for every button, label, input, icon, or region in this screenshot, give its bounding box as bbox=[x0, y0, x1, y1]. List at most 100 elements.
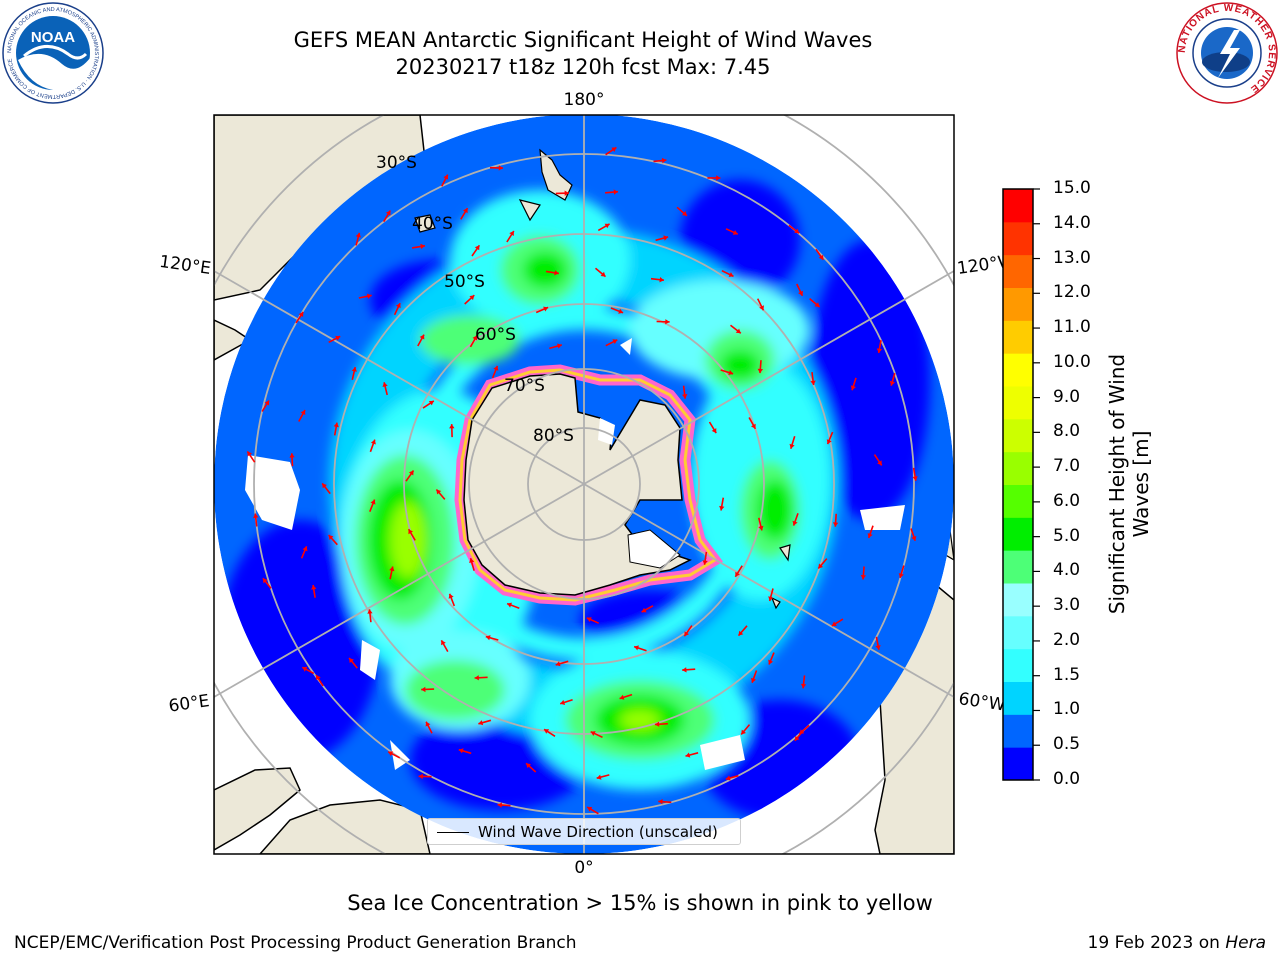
wave-direction-arrowhead bbox=[832, 522, 839, 527]
footer-date-text: 19 Feb 2023 on bbox=[1087, 933, 1220, 953]
nws-logo: NATIONAL WEATHER SERVICE bbox=[1176, 2, 1278, 104]
colorbar-swatch bbox=[1003, 615, 1033, 650]
wave-direction-arrowhead bbox=[351, 367, 357, 372]
wave-direction-arrowhead bbox=[554, 270, 559, 276]
colorbar-tick-label: 1.0 bbox=[1053, 699, 1081, 720]
colorbar-tick-label: 11.0 bbox=[1053, 317, 1091, 338]
colorbar-swatch bbox=[1003, 418, 1033, 453]
wave-direction-arrowhead bbox=[794, 228, 800, 234]
wave-direction-arrowhead bbox=[408, 529, 413, 535]
wave-direction-arrowhead bbox=[768, 596, 774, 602]
wave-direction-arrowhead bbox=[682, 667, 687, 673]
colorbar-swatch bbox=[1003, 254, 1033, 288]
wave-direction-arrowhead bbox=[474, 245, 480, 251]
wave-direction-arrowhead bbox=[719, 505, 725, 511]
wave-direction-arrowhead bbox=[596, 774, 602, 780]
legend: Wind Wave Direction (unscaled) bbox=[427, 818, 741, 845]
lat-label-40s: 40°S bbox=[412, 214, 453, 234]
wave-direction-arrowhead bbox=[735, 571, 740, 577]
wave-direction-arrowhead bbox=[716, 175, 721, 181]
wave-direction-arrowhead bbox=[349, 658, 354, 663]
wave-direction-arrowhead bbox=[526, 763, 531, 769]
wave-direction-arrowhead bbox=[685, 752, 691, 758]
wave-direction-arrowhead bbox=[469, 558, 475, 563]
wave-direction-arrowhead bbox=[818, 563, 824, 569]
wave-direction-arrowhead bbox=[385, 210, 391, 216]
wave-direction-arrowhead bbox=[590, 731, 596, 736]
wave-direction-arrowhead bbox=[298, 312, 304, 317]
footer-date: 19 Feb 2023 on Hera bbox=[1088, 933, 1266, 953]
colorbar-swatch bbox=[1003, 681, 1033, 715]
wave-direction-arrowhead bbox=[659, 277, 664, 283]
wave-direction-arrowhead bbox=[658, 799, 663, 805]
colorbar-tick-label: 5.0 bbox=[1053, 525, 1081, 546]
wave-direction-arrowhead bbox=[316, 675, 321, 681]
wave-direction-arrowhead bbox=[472, 335, 478, 341]
wave-direction-arrowhead bbox=[613, 189, 618, 195]
wave-direction-arrowhead bbox=[711, 428, 717, 434]
wave-direction-arrowhead bbox=[322, 483, 327, 489]
wave-direction-arrowhead bbox=[794, 735, 800, 741]
wave-direction-arrowhead bbox=[418, 773, 423, 780]
wave-direction-arrowhead bbox=[728, 370, 734, 376]
wave-direction-arrowhead bbox=[555, 661, 561, 667]
wave-direction-arrowhead bbox=[860, 575, 866, 580]
lon-label-180: 180° bbox=[564, 90, 605, 110]
lat-label-50s: 50°S bbox=[444, 272, 485, 292]
wave-direction-arrowhead bbox=[497, 802, 502, 808]
wave-direction-arrowhead bbox=[474, 675, 479, 681]
graticule bbox=[214, 115, 954, 854]
colorbar-tick-label: 3.0 bbox=[1053, 595, 1081, 616]
wave-direction-arrowhead bbox=[663, 235, 669, 241]
wave-direction-arrowhead bbox=[728, 272, 734, 277]
wave-direction-arrowhead bbox=[826, 439, 832, 445]
wave-direction-arrowhead bbox=[388, 751, 394, 757]
wave-direction-arrowhead bbox=[751, 423, 756, 429]
wave-direction-arrowhead bbox=[302, 666, 308, 672]
wave-direction-arrowhead bbox=[810, 380, 816, 385]
wave-direction-arrowhead bbox=[758, 525, 764, 531]
colorbar-swatch bbox=[1003, 484, 1033, 518]
wave-direction-arrowhead bbox=[355, 232, 361, 238]
wave-direction-arrowhead bbox=[738, 630, 744, 636]
wave-direction-arrowhead bbox=[485, 635, 491, 641]
wave-direction-arrowhead bbox=[557, 343, 562, 349]
wave-direction-arrowhead bbox=[469, 295, 475, 301]
wave-direction-arrowhead bbox=[586, 617, 592, 622]
colorbar-swatch bbox=[1003, 517, 1033, 551]
wave-direction-arrowhead bbox=[264, 400, 269, 406]
lat-label-70s: 70°S bbox=[504, 376, 545, 396]
wave-direction-arrowhead bbox=[587, 807, 593, 812]
colorbar-swatch bbox=[1003, 747, 1033, 781]
lat-label-60s: 60°S bbox=[475, 325, 516, 345]
colorbar-swatch bbox=[1003, 353, 1033, 387]
chart-title: GEFS MEAN Antarctic Significant Height o… bbox=[293, 28, 873, 52]
wave-direction-arrowhead bbox=[877, 460, 882, 466]
lon-label-120e: 120°E bbox=[158, 252, 212, 279]
wave-direction-arrowhead bbox=[789, 443, 795, 449]
wave-direction-arrowhead bbox=[867, 533, 873, 538]
legend-line-swatch bbox=[437, 832, 469, 833]
islands bbox=[414, 148, 791, 610]
wave-direction-arrowhead bbox=[300, 410, 306, 415]
wave-direction-arrowhead bbox=[814, 302, 820, 307]
wave-direction-arrowhead bbox=[684, 631, 689, 637]
colorbar-swatch bbox=[1003, 648, 1033, 682]
legend-label: Wind Wave Direction (unscaled) bbox=[478, 823, 718, 841]
lon-label-0: 0° bbox=[574, 858, 593, 878]
wave-direction-arrowhead bbox=[370, 439, 376, 445]
map-frame bbox=[213, 114, 955, 855]
colorbar-swatch bbox=[1003, 550, 1033, 584]
wave-direction-arrowhead bbox=[732, 230, 738, 235]
wave-direction-arrowhead bbox=[682, 394, 688, 399]
wave-direction-arrowhead bbox=[912, 476, 918, 481]
colorbar-label: Significant Height of Wind Waves [m] bbox=[1105, 353, 1153, 615]
wave-direction-arrowhead bbox=[370, 499, 376, 505]
sea-ice-note: Sea Ice Concentration > 15% is shown in … bbox=[347, 891, 933, 915]
wave-direction-arrowhead bbox=[382, 382, 388, 387]
wave-direction-arrowhead bbox=[311, 585, 317, 590]
wind-wave-arrows bbox=[246, 146, 918, 815]
wave-direction-arrowhead bbox=[759, 305, 764, 311]
wave-direction-arrowhead bbox=[654, 721, 660, 727]
